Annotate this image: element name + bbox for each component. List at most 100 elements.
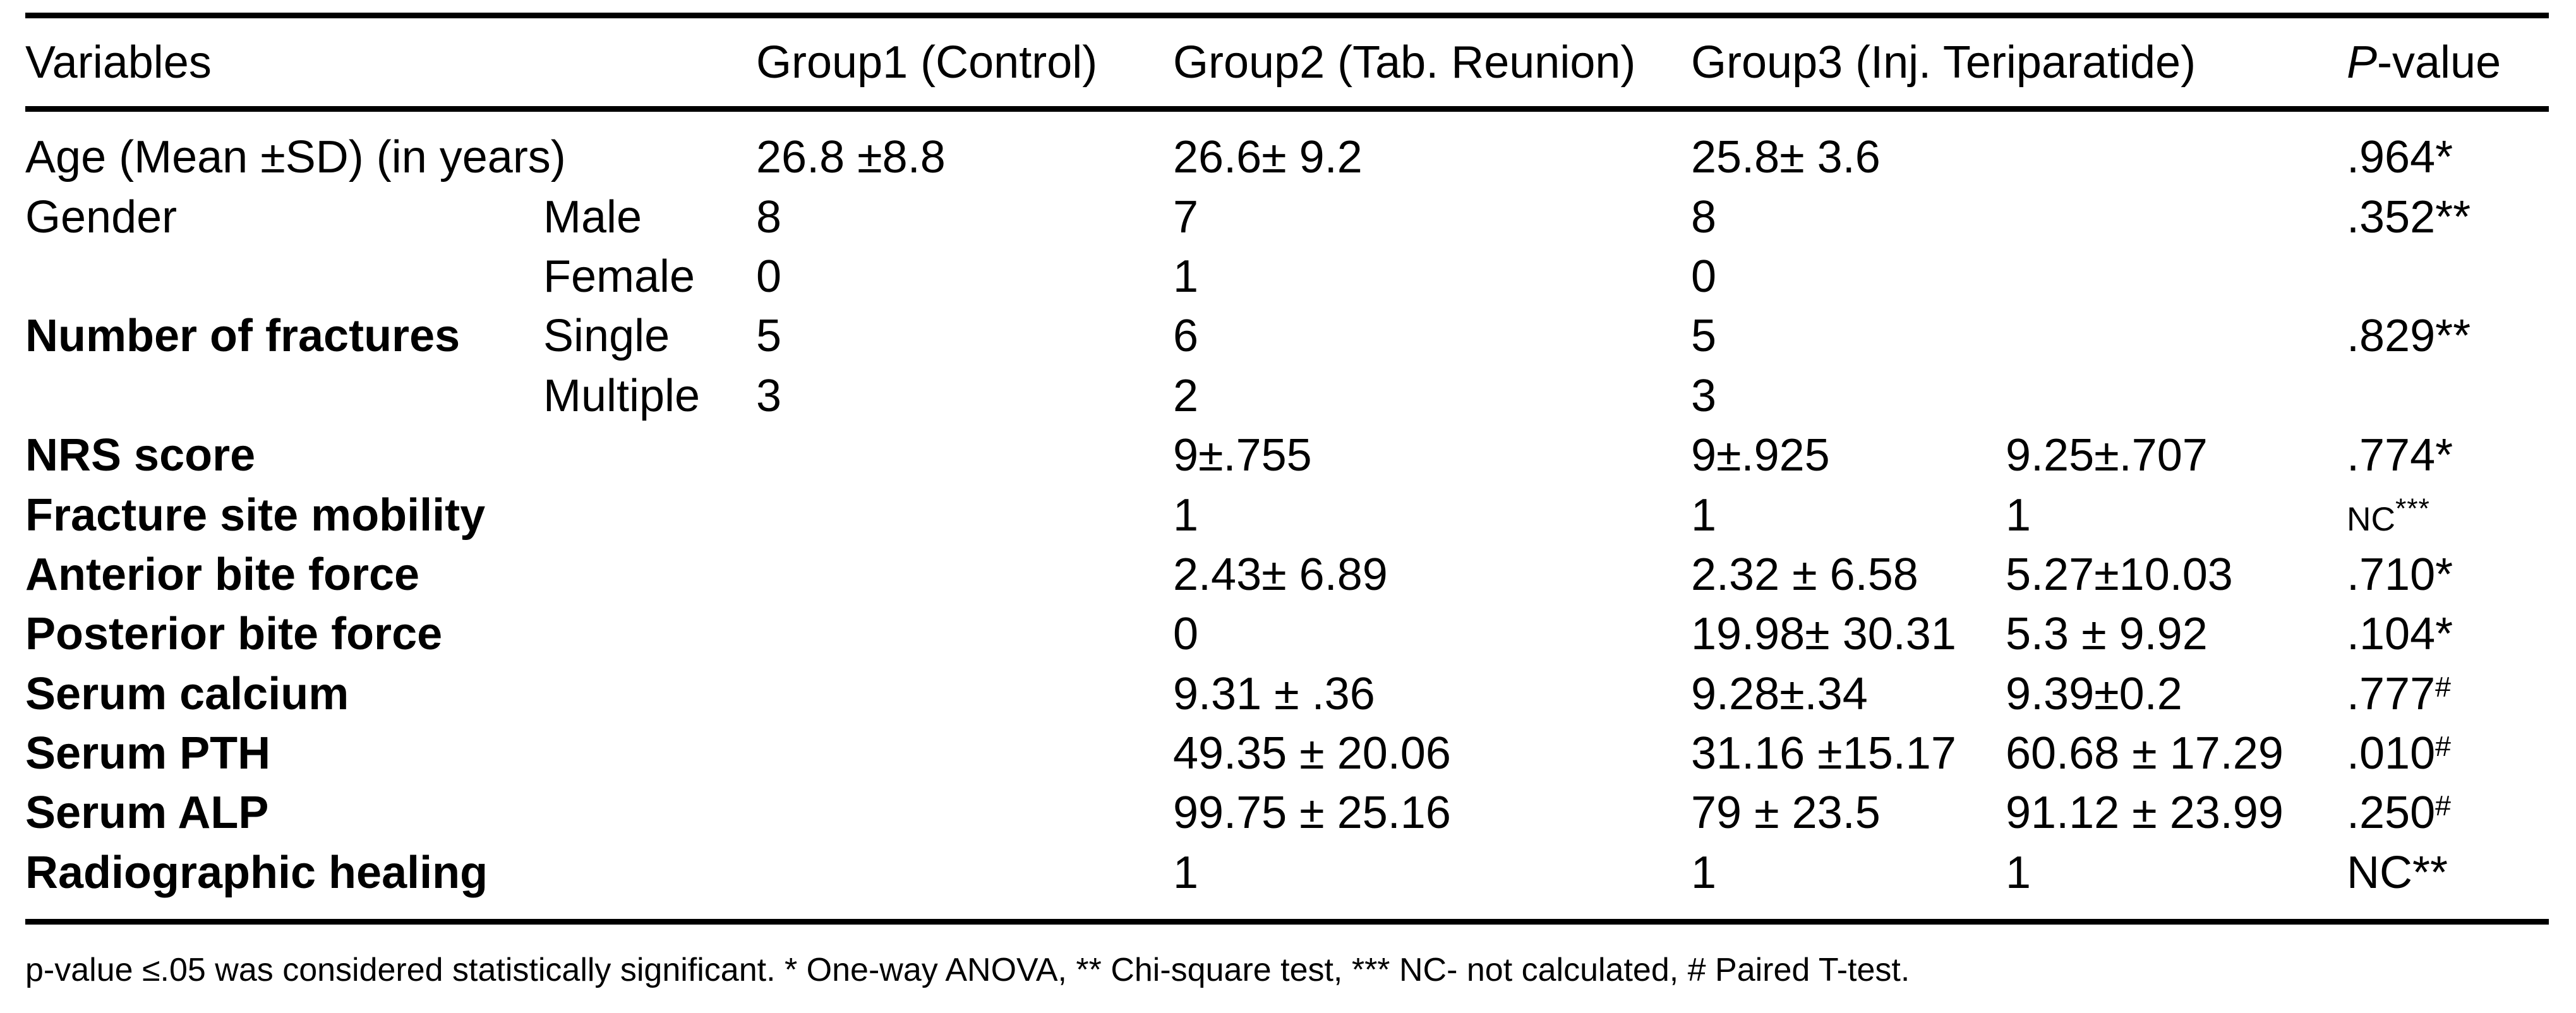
- group2-value: 7: [1173, 191, 1199, 243]
- group1-value: 8: [756, 191, 782, 243]
- p-value: .250: [2347, 788, 2436, 839]
- row-sublabel: Female: [543, 251, 695, 302]
- group2-value: 1: [1173, 489, 1199, 541]
- group3-value: 0: [1691, 251, 1717, 302]
- table-row: Age (Mean ±SD) (in years) 26.8 ±8.8 26.6…: [25, 128, 2549, 187]
- row-label: Serum ALP: [25, 788, 269, 839]
- row-sublabel: Multiple: [543, 370, 701, 421]
- group1-value: 3: [756, 370, 782, 421]
- table-row: Anterior bite force 2.43± 6.89 2.32 ± 6.…: [25, 545, 2549, 604]
- table-row: Number of fractures Single 5 6 5 .829**: [25, 306, 2549, 366]
- row-label: Fracture site mobility: [25, 489, 486, 541]
- p-value-cell: .964*: [2347, 131, 2549, 183]
- p-value-cell: .829**: [2347, 310, 2549, 362]
- table-row: Posterior bite force 0 19.98± 30.31 5.3 …: [25, 604, 2549, 664]
- row-label: Number of fractures: [25, 311, 460, 362]
- p-value: .829**: [2347, 311, 2471, 362]
- row-label: Posterior bite force: [25, 609, 443, 660]
- p-value-cell: .710*: [2347, 549, 2549, 601]
- row-sublabel: Male: [543, 191, 642, 243]
- group3-value: 1: [1691, 489, 1717, 541]
- table-row: Gender Male 8 7 8 .352**: [25, 187, 2549, 246]
- group4-value: 60.68 ± 17.29: [2006, 728, 2284, 779]
- group4-value: 9.25±.707: [2006, 430, 2208, 481]
- p-value-cell: .352**: [2347, 191, 2549, 243]
- group3-value: 9.28±.34: [1691, 668, 1868, 719]
- table-row: Fracture site mobility 1 1 1 NC***: [25, 485, 2549, 544]
- p-value-cell: NC***: [2347, 489, 2549, 541]
- p-value-cell: NC**: [2347, 847, 2549, 899]
- p-value: NC**: [2347, 847, 2448, 898]
- group2-value: 9.31 ± .36: [1173, 668, 1375, 719]
- p-value-superscript: #: [2435, 671, 2452, 703]
- group1-value: 0: [756, 251, 782, 302]
- table-row: Multiple 3 2 3: [25, 366, 2549, 426]
- table-footnote: p-value ≤.05 was considered statisticall…: [25, 952, 1910, 988]
- header-group1: Group1 (Control): [756, 37, 1098, 88]
- p-value: .352**: [2347, 191, 2471, 243]
- p-value: NC: [2347, 500, 2395, 538]
- group3-value: 1: [1691, 847, 1717, 898]
- group4-value: 5.3 ± 9.92: [2006, 609, 2208, 660]
- group2-value: 1: [1173, 847, 1199, 898]
- table-row: Serum calcium 9.31 ± .36 9.28±.34 9.39±0…: [25, 664, 2549, 724]
- row-label: Gender: [25, 191, 178, 243]
- group4-value: 1: [2006, 489, 2031, 541]
- group3-value: 31.16 ±15.17: [1691, 728, 1956, 779]
- table-body: Age (Mean ±SD) (in years) 26.8 ±8.8 26.6…: [25, 128, 2549, 902]
- group3-value: 8: [1691, 191, 1717, 243]
- group1-value: 5: [756, 311, 782, 362]
- table-row: Serum ALP 99.75 ± 25.16 79 ± 23.5 91.12 …: [25, 783, 2549, 842]
- group2-value: 0: [1173, 609, 1199, 660]
- p-value: .777: [2347, 668, 2436, 719]
- row-label: NRS score: [25, 430, 256, 481]
- header-p-value: P-value: [2347, 37, 2549, 88]
- group2-value: 1: [1173, 251, 1199, 302]
- table-top-rule: [25, 13, 2549, 18]
- group3-value: 79 ± 23.5: [1691, 788, 1881, 839]
- table-bottom-rule: [25, 919, 2549, 925]
- header-p-rest: -value: [2377, 37, 2501, 88]
- group4-value: 91.12 ± 23.99: [2006, 788, 2284, 839]
- row-label: Serum PTH: [25, 728, 271, 779]
- group2-value: 49.35 ± 20.06: [1173, 728, 1451, 779]
- group2-value: 2: [1173, 370, 1199, 421]
- p-value-cell: .250#: [2347, 787, 2549, 839]
- group3-value: 5: [1691, 311, 1717, 362]
- header-p-italic: P: [2347, 37, 2378, 88]
- table-row: NRS score 9±.755 9±.925 9.25±.707 .774*: [25, 426, 2549, 485]
- group2-value: 2.43± 6.89: [1173, 549, 1388, 600]
- p-value: .710*: [2347, 549, 2453, 600]
- header-group3: Group3 (Inj. Teriparatide): [1691, 37, 2196, 88]
- row-label: Anterior bite force: [25, 549, 420, 600]
- group1-value: 26.8 ±8.8: [756, 132, 946, 183]
- row-label: Serum calcium: [25, 668, 349, 719]
- p-value-superscript: #: [2435, 731, 2452, 763]
- table-header-rule: [25, 106, 2549, 112]
- group2-value: 9±.755: [1173, 430, 1312, 481]
- row-label: Radiographic healing: [25, 847, 488, 898]
- row-label: Age (Mean ±SD) (in years): [25, 132, 566, 183]
- group3-value: 9±.925: [1691, 430, 1830, 481]
- row-sublabel: Single: [543, 311, 670, 362]
- p-value-cell: .010#: [2347, 728, 2549, 779]
- group3-value: 25.8± 3.6: [1691, 132, 1881, 183]
- group3-value: 19.98± 30.31: [1691, 609, 1956, 660]
- table-row: Female 0 1 0: [25, 247, 2549, 306]
- p-value: .964*: [2347, 132, 2453, 183]
- header-group2: Group2 (Tab. Reunion): [1173, 37, 1636, 88]
- table-header-row: Variables Group1 (Control) Group2 (Tab. …: [25, 18, 2549, 106]
- p-value-cell: .774*: [2347, 429, 2549, 481]
- p-value-cell: .104*: [2347, 608, 2549, 660]
- table-row: Serum PTH 49.35 ± 20.06 31.16 ±15.17 60.…: [25, 724, 2549, 783]
- table-row: Radiographic healing 1 1 1 NC**: [25, 843, 2549, 902]
- p-value: .774*: [2347, 430, 2453, 481]
- group3-value: 3: [1691, 370, 1717, 421]
- p-value-cell: .777#: [2347, 668, 2549, 720]
- p-value-superscript: #: [2435, 791, 2452, 822]
- p-value: .010: [2347, 728, 2436, 779]
- group4-value: 9.39±0.2: [2006, 668, 2182, 719]
- group4-value: 1: [2006, 847, 2031, 898]
- group2-value: 99.75 ± 25.16: [1173, 788, 1451, 839]
